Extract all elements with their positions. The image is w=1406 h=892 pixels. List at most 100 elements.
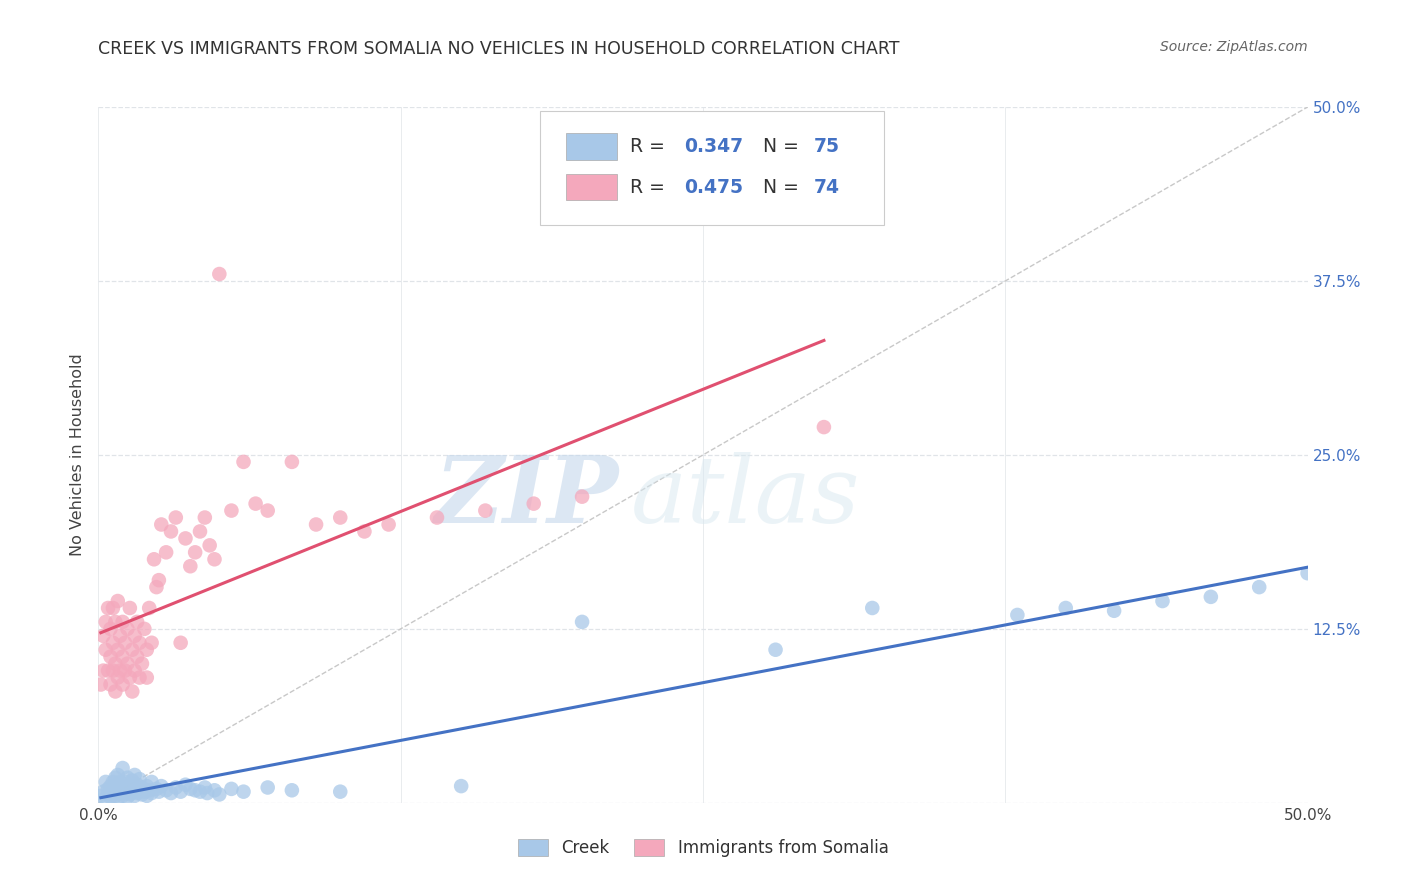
Point	[118, 671, 141, 685]
Point	[108, 785, 131, 799]
Point	[141, 775, 163, 789]
Point	[281, 455, 304, 469]
Point	[124, 789, 146, 803]
Point	[91, 629, 114, 643]
Point	[107, 642, 129, 657]
Text: 75: 75	[814, 137, 841, 156]
Point	[131, 780, 153, 795]
Point	[107, 671, 129, 685]
Point	[135, 789, 157, 803]
Point	[124, 629, 146, 643]
FancyBboxPatch shape	[567, 134, 617, 160]
Point	[138, 601, 160, 615]
Point	[97, 788, 120, 802]
Point	[256, 780, 278, 795]
Point	[141, 786, 163, 800]
Point	[165, 780, 187, 795]
Text: 0.347: 0.347	[683, 137, 742, 156]
Point	[179, 781, 201, 796]
Point	[111, 649, 134, 664]
Point	[97, 781, 120, 796]
Point	[221, 781, 243, 796]
Point	[100, 622, 122, 636]
Point	[155, 545, 177, 559]
Point	[94, 642, 117, 657]
Point	[131, 788, 153, 802]
Point	[1102, 604, 1125, 618]
Point	[160, 524, 183, 539]
Point	[150, 779, 173, 793]
Point	[114, 786, 136, 800]
Point	[221, 503, 243, 517]
Point	[150, 517, 173, 532]
Text: N =: N =	[763, 137, 806, 156]
Point	[204, 783, 226, 797]
Point	[179, 559, 201, 574]
Point	[523, 497, 546, 511]
Point	[1249, 580, 1271, 594]
Point	[1152, 594, 1174, 608]
Point	[329, 510, 352, 524]
Point	[450, 779, 472, 793]
Point	[194, 780, 217, 795]
Point	[94, 791, 117, 805]
Point	[165, 510, 187, 524]
Point	[141, 636, 163, 650]
Point	[128, 772, 150, 786]
Point	[117, 622, 139, 636]
Text: R =: R =	[630, 178, 671, 196]
Point	[124, 781, 146, 796]
Point	[1007, 607, 1029, 622]
Point	[94, 615, 117, 629]
Point	[108, 775, 131, 789]
Point	[188, 524, 211, 539]
Text: ZIP: ZIP	[434, 451, 619, 541]
Point	[169, 785, 191, 799]
Point	[111, 677, 134, 691]
Y-axis label: No Vehicles in Household: No Vehicles in Household	[70, 353, 86, 557]
FancyBboxPatch shape	[567, 174, 617, 201]
Point	[174, 778, 197, 792]
Text: 0.475: 0.475	[683, 178, 742, 196]
Point	[121, 785, 143, 799]
Point	[571, 615, 593, 629]
Point	[765, 642, 787, 657]
Point	[107, 791, 129, 805]
Point	[111, 615, 134, 629]
Point	[100, 779, 122, 793]
Point	[101, 775, 124, 789]
Point	[148, 573, 170, 587]
Point	[117, 771, 139, 785]
Point	[128, 671, 150, 685]
Text: atlas: atlas	[630, 451, 860, 541]
Point	[184, 783, 207, 797]
Point	[104, 657, 127, 671]
Point	[188, 785, 211, 799]
Point	[114, 775, 136, 789]
Point	[134, 785, 156, 799]
Point	[184, 545, 207, 559]
Point	[127, 615, 149, 629]
Point	[208, 267, 231, 281]
Point	[160, 786, 183, 800]
Point	[232, 785, 254, 799]
Point	[245, 497, 267, 511]
Point	[100, 677, 122, 691]
Point	[104, 615, 127, 629]
Point	[127, 649, 149, 664]
Point	[121, 642, 143, 657]
Point	[128, 636, 150, 650]
Point	[128, 783, 150, 797]
Point	[127, 786, 149, 800]
Point	[1296, 566, 1319, 581]
Point	[134, 622, 156, 636]
Point	[91, 664, 114, 678]
Point	[101, 601, 124, 615]
Point	[135, 671, 157, 685]
Point	[124, 768, 146, 782]
Point	[101, 786, 124, 800]
Text: CREEK VS IMMIGRANTS FROM SOMALIA NO VEHICLES IN HOUSEHOLD CORRELATION CHART: CREEK VS IMMIGRANTS FROM SOMALIA NO VEHI…	[98, 40, 900, 58]
Point	[127, 778, 149, 792]
Text: Source: ZipAtlas.com: Source: ZipAtlas.com	[1160, 40, 1308, 54]
Point	[131, 657, 153, 671]
